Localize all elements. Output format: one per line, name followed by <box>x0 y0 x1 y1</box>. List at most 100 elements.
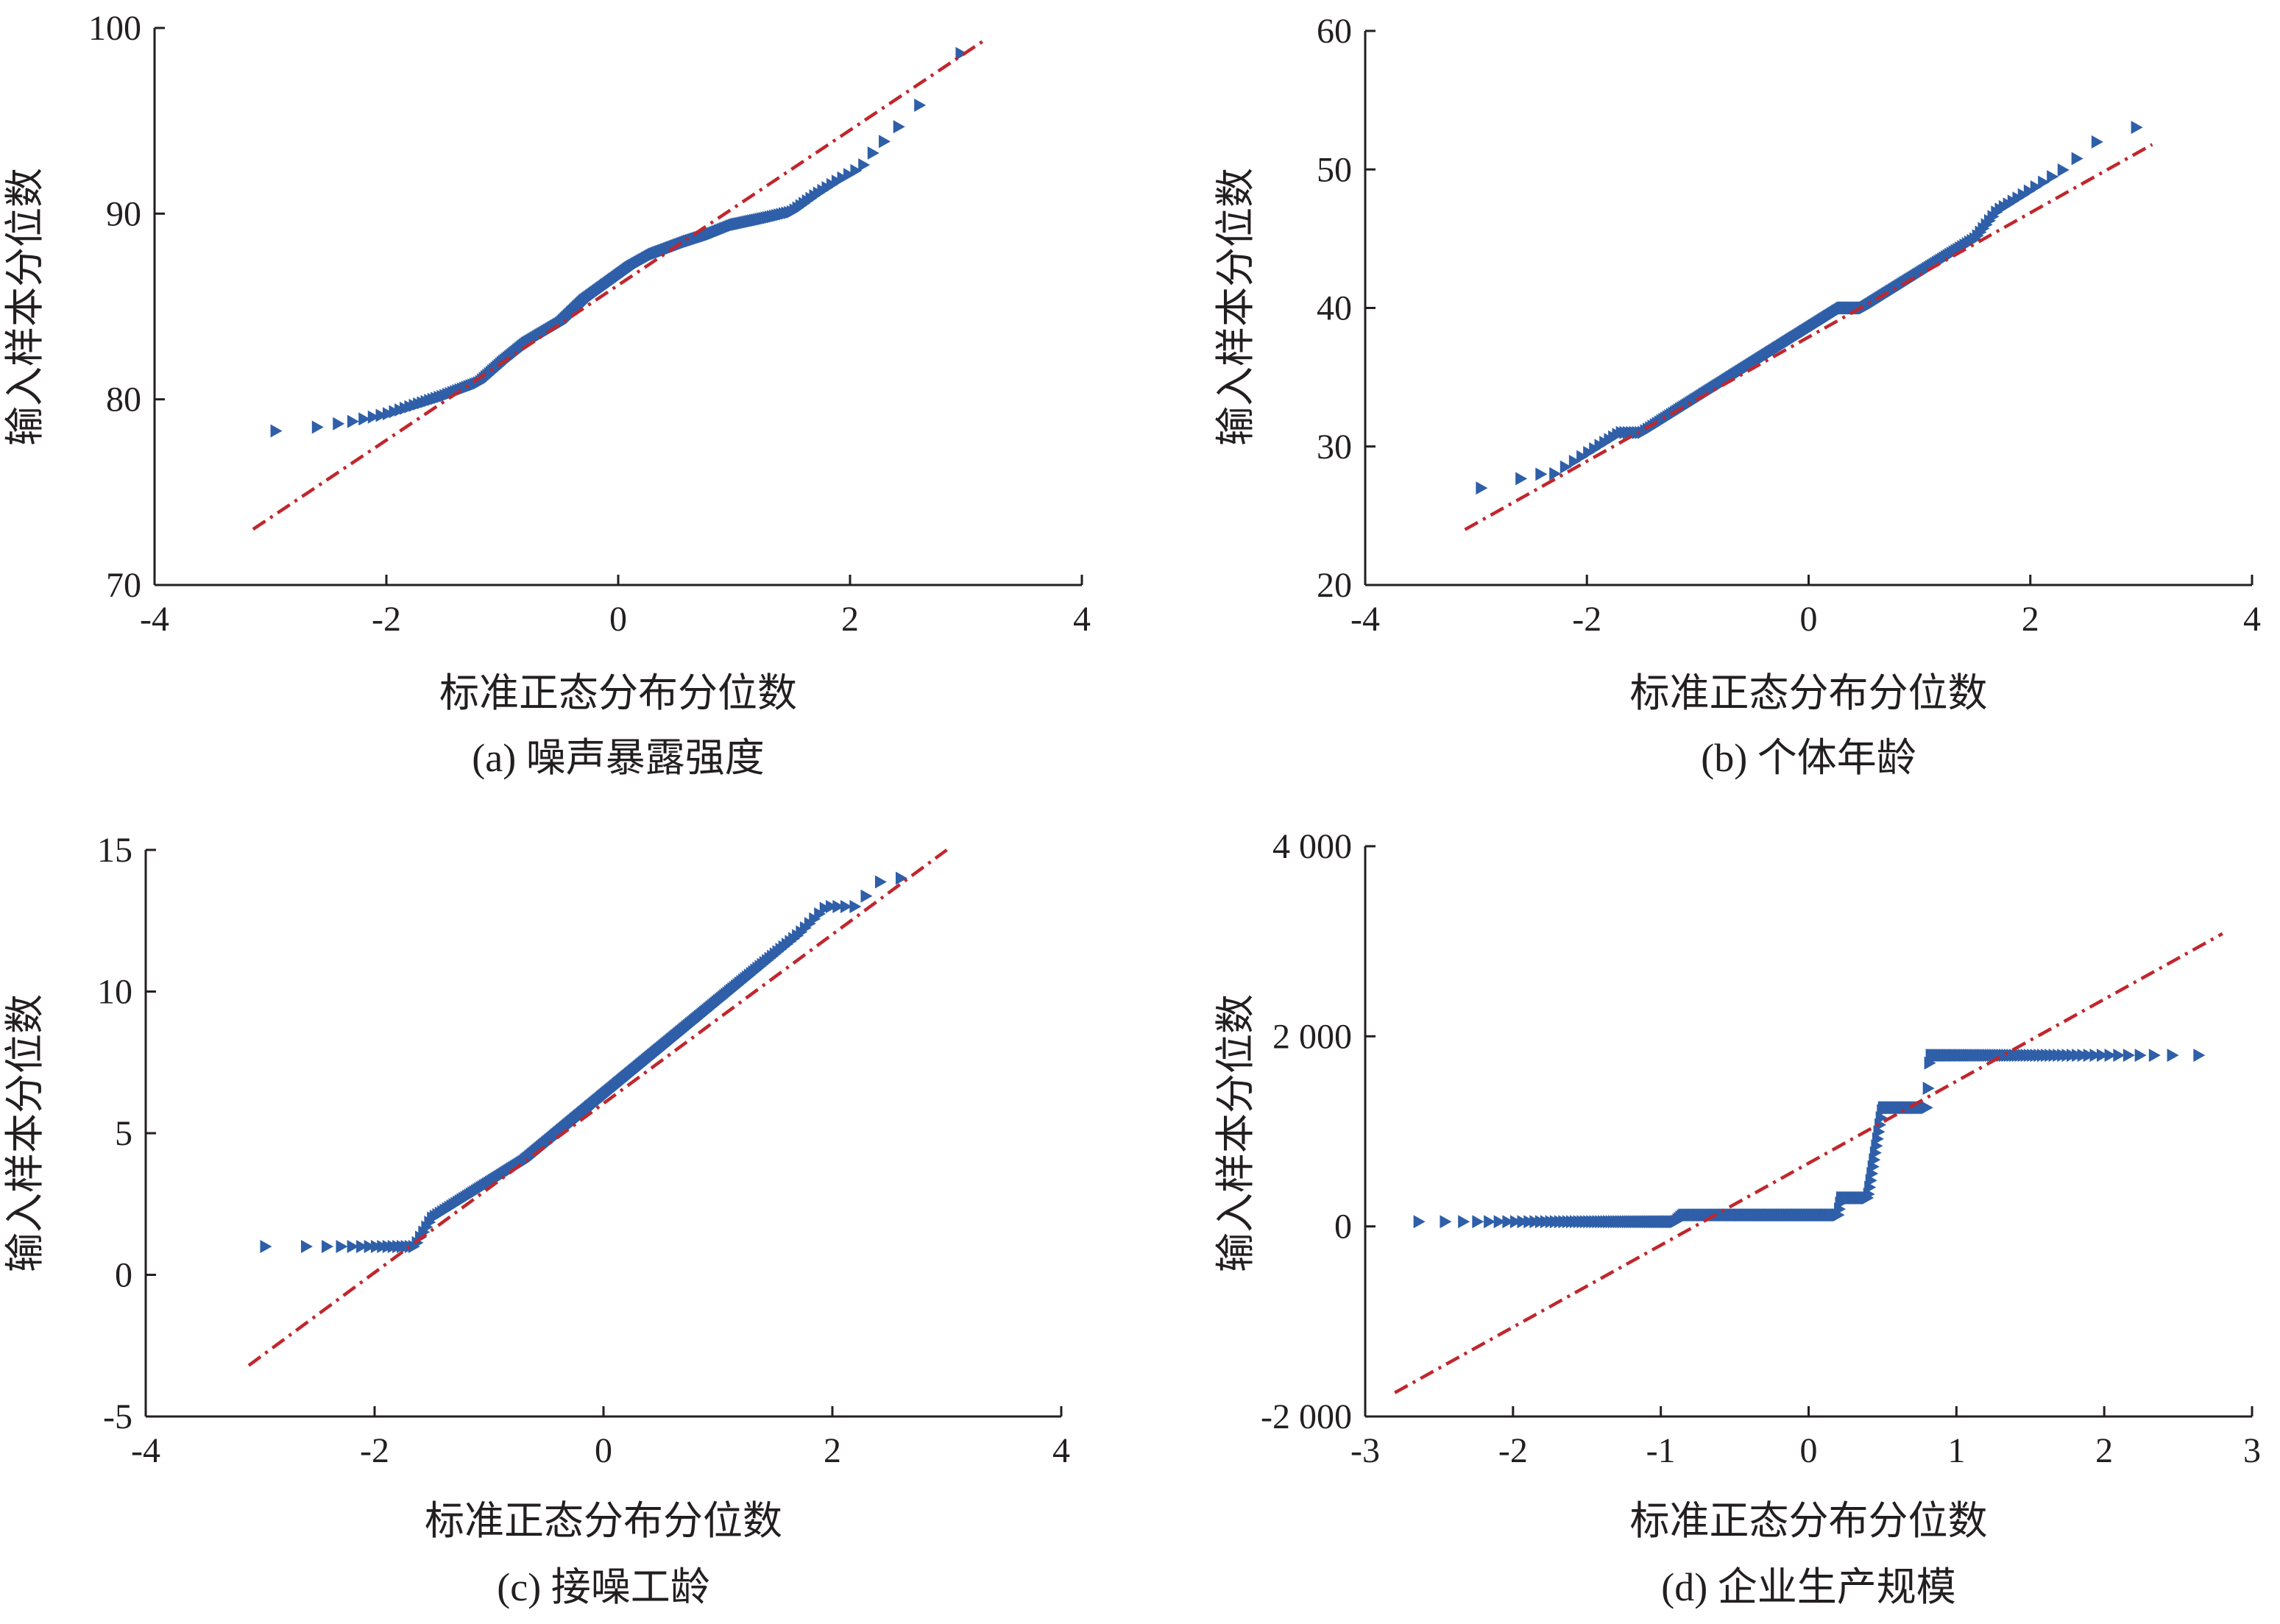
data-point <box>2089 1049 2102 1063</box>
data-point <box>2091 135 2103 149</box>
data-point <box>2083 1049 2095 1063</box>
data-point <box>2113 1049 2125 1063</box>
y-axis-title: 输入样本分位数 <box>3 994 47 1272</box>
data-point <box>333 416 345 430</box>
data-point <box>336 1240 348 1253</box>
y-axis-title: 输入样本分位数 <box>1214 168 1258 446</box>
data-point <box>895 871 907 885</box>
data-point <box>260 1240 272 1253</box>
data-point <box>1502 1215 1515 1229</box>
data-point <box>311 420 324 434</box>
data-point <box>955 46 968 60</box>
data-point <box>1583 445 1596 459</box>
data-point <box>322 1240 334 1253</box>
qq-points-series <box>1476 121 2143 495</box>
data-point <box>893 120 905 134</box>
data-point <box>858 158 871 172</box>
data-point <box>2097 1049 2109 1063</box>
data-point <box>356 1240 369 1253</box>
data-point <box>367 410 380 424</box>
data-point <box>2123 1049 2135 1063</box>
data-point <box>849 900 862 913</box>
data-point <box>2030 180 2042 194</box>
data-point <box>819 901 832 915</box>
y-tick-label: 5 <box>115 1114 132 1153</box>
x-tick-label: -2 <box>360 1431 389 1470</box>
x-tick-label: -4 <box>1350 600 1380 639</box>
x-tick-label: 2 <box>841 600 859 639</box>
qq-points-series <box>270 46 968 438</box>
x-tick-label: -2 <box>372 600 401 639</box>
x-axis-title: 标准正态分布分位数 <box>439 671 797 715</box>
data-point <box>1921 1101 1933 1115</box>
data-point <box>347 414 359 428</box>
data-point <box>2057 163 2070 177</box>
data-point <box>1576 450 1589 464</box>
data-point <box>837 171 849 185</box>
data-point <box>826 900 838 913</box>
panel-caption: (b) 个体年龄 <box>1701 736 1916 780</box>
y-tick-label: 2 000 <box>1272 1017 1352 1056</box>
panel-caption: (a) 噪声暴露强度 <box>472 736 764 780</box>
x-tick-label: 4 <box>1052 1431 1070 1470</box>
x-tick-label: 0 <box>595 1431 612 1470</box>
reference-line <box>252 39 985 531</box>
data-point <box>832 900 845 913</box>
y-tick-label: 10 <box>97 973 132 1012</box>
x-tick-label: -2 <box>1498 1431 1528 1470</box>
x-tick-label: 4 <box>2243 600 2261 639</box>
data-point <box>2071 152 2083 166</box>
y-tick-label: -2 000 <box>1261 1397 1352 1436</box>
data-point <box>1472 1215 1484 1229</box>
data-point <box>1922 1081 1935 1095</box>
y-tick-label: 20 <box>1317 566 1352 605</box>
data-point <box>1509 1215 1522 1229</box>
x-tick-label: 0 <box>609 600 627 639</box>
y-axis-title: 输入样本分位数 <box>3 168 47 446</box>
data-point <box>375 408 388 422</box>
data-point <box>1413 1215 1426 1229</box>
x-tick-label: 1 <box>1947 1431 1965 1470</box>
data-point <box>843 168 856 182</box>
data-point <box>850 163 863 177</box>
y-tick-label: 80 <box>106 380 141 419</box>
data-point <box>1493 1215 1506 1229</box>
data-point <box>1568 455 1581 469</box>
y-tick-label: -5 <box>103 1397 132 1436</box>
data-point <box>347 1240 359 1253</box>
reference-line <box>1464 143 2153 531</box>
x-tick-label: -4 <box>140 600 169 639</box>
data-point <box>1559 460 1572 474</box>
x-tick-label: 4 <box>1073 600 1091 639</box>
data-point <box>2193 1049 2206 1063</box>
y-tick-label: 15 <box>97 831 132 870</box>
y-tick-label: 100 <box>88 9 141 48</box>
data-point <box>2167 1049 2179 1063</box>
x-axis-title: 标准正态分布分位数 <box>425 1499 782 1543</box>
x-tick-label: 2 <box>2022 600 2039 639</box>
data-point <box>914 99 927 113</box>
x-tick-label: 0 <box>1800 600 1818 639</box>
reference-line <box>247 848 948 1367</box>
data-point <box>2023 184 2036 198</box>
qq-points-series <box>1413 1049 2206 1229</box>
y-tick-label: 60 <box>1317 12 1352 51</box>
data-point <box>370 1240 383 1253</box>
reference-line <box>1394 932 2223 1394</box>
data-point <box>2104 1049 2117 1063</box>
x-axis-title: 标准正态分布分位数 <box>1630 671 1988 715</box>
data-point <box>867 146 879 160</box>
x-tick-label: -3 <box>1350 1431 1380 1470</box>
data-point <box>879 135 891 149</box>
data-point <box>301 1240 314 1253</box>
y-tick-label: 90 <box>106 194 141 233</box>
data-point <box>1484 1215 1496 1229</box>
data-point <box>2077 1049 2089 1063</box>
data-point <box>364 1240 376 1253</box>
x-tick-label: 0 <box>1800 1431 1818 1470</box>
y-tick-label: 30 <box>1317 428 1352 467</box>
data-point <box>1440 1215 1452 1229</box>
